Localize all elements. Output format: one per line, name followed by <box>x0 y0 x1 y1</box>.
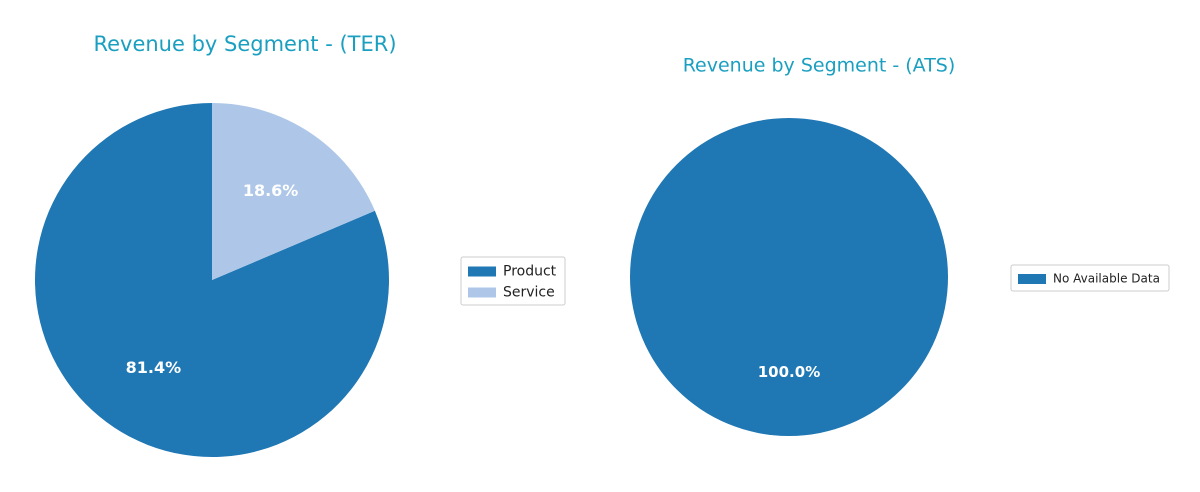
chart-title: Revenue by Segment - (TER) <box>93 32 396 56</box>
pie-slice <box>212 102 375 280</box>
slice-label: 100.0% <box>758 363 820 381</box>
chart-title: Revenue by Segment - (ATS) <box>683 55 956 77</box>
legend-swatch <box>468 287 496 298</box>
slice-label: 81.4% <box>126 358 182 377</box>
pie-slice <box>630 118 948 436</box>
legend-swatch <box>468 266 496 277</box>
legend-swatch <box>1018 274 1046 284</box>
legend-label: No Available Data <box>1053 272 1160 286</box>
legend-box <box>1010 264 1170 292</box>
slice-label: 18.6% <box>243 181 299 200</box>
legend-label: Product <box>503 264 557 280</box>
legend-label: Service <box>503 285 555 301</box>
